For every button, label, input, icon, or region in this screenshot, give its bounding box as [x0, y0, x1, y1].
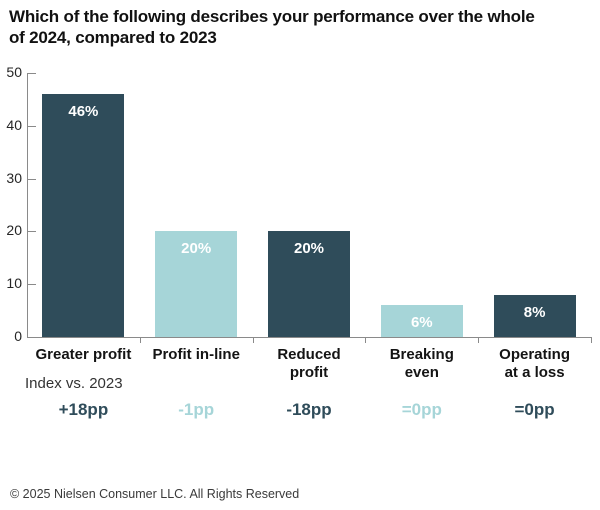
y-axis-tick — [28, 231, 36, 233]
y-axis-tick-label: 10 — [6, 275, 22, 292]
category-label: Breaking even — [389, 346, 454, 382]
x-axis-tick — [252, 337, 254, 343]
bar-value-label: 46% — [68, 103, 99, 121]
logo-row: Bidfood Inspired by you CGA Powered by N… — [0, 450, 600, 486]
bar-value-label: 20% — [181, 240, 212, 258]
x-axis-line — [27, 337, 591, 338]
y-axis-tick-label: 0 — [14, 328, 22, 344]
bar — [42, 94, 125, 337]
index-value: -1pp — [178, 400, 215, 419]
bar — [155, 231, 238, 337]
bar-value-label: 6% — [410, 314, 433, 332]
category-label: Greater profit — [35, 346, 132, 363]
category-label: Profit in-line — [152, 346, 240, 363]
bar — [493, 294, 576, 337]
x-axis-tick — [365, 337, 367, 343]
index-axis-label: Index vs. 2023 — [25, 375, 123, 392]
copyright-text: © 2025 Nielsen Consumer LLC. All Rights … — [10, 487, 300, 501]
y-axis-tick — [28, 284, 36, 286]
y-axis-tick-label: 30 — [6, 169, 22, 186]
index-value: =0pp — [401, 400, 442, 419]
y-axis-tick — [28, 178, 36, 180]
category-label: Operating at a loss — [499, 346, 570, 382]
x-axis-tick — [591, 337, 592, 343]
y-axis-tick — [28, 73, 36, 74]
bar-value-label: 8% — [523, 303, 546, 321]
y-axis-tick-label: 40 — [6, 116, 22, 133]
index-value: +18pp — [58, 400, 109, 419]
index-value: -18pp — [286, 400, 332, 419]
x-axis-tick — [478, 337, 480, 343]
y-axis-tick-label: 20 — [6, 222, 22, 239]
bar — [380, 305, 463, 337]
bar-value-label: 20% — [293, 240, 325, 258]
y-axis-tick — [28, 125, 36, 127]
y-axis-line — [27, 73, 28, 337]
page-title: Which of the following describes your pe… — [9, 7, 535, 48]
bar — [268, 231, 350, 337]
x-axis-tick — [139, 337, 141, 343]
index-value: =0pp — [514, 400, 555, 419]
category-label: Reduced profit — [277, 346, 341, 382]
y-axis-tick-label: 50 — [6, 64, 22, 80]
